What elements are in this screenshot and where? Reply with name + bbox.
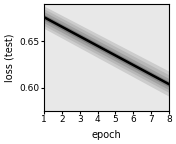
X-axis label: epoch: epoch xyxy=(92,130,121,140)
Y-axis label: loss (test): loss (test) xyxy=(4,33,14,82)
